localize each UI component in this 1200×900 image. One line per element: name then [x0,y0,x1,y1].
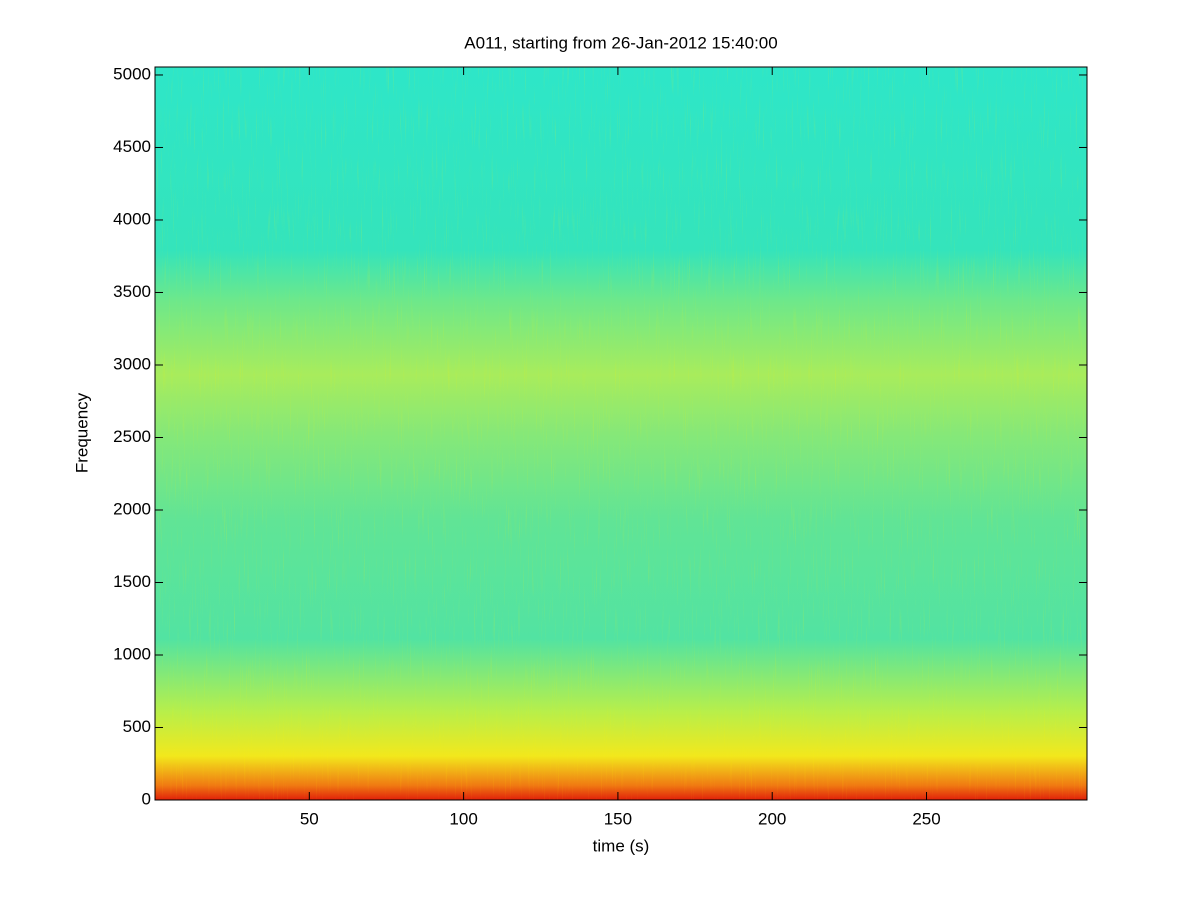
y-tick-label: 4000 [113,209,151,228]
x-axis-label: time (s) [593,836,650,855]
y-axis-label: Frequency [72,392,91,473]
y-tick-label: 1000 [113,644,151,663]
y-tick-label: 3000 [113,354,151,373]
y-tick-label: 2500 [113,427,151,446]
plot-frame [154,66,1088,801]
y-tick-label: 3500 [113,282,151,301]
y-tick-label: 2000 [113,499,151,518]
x-tick-label: 250 [912,809,940,828]
y-tick-label: 0 [142,789,151,808]
x-tick-label: 150 [604,809,632,828]
x-tick-label: 200 [758,809,786,828]
y-tick-label: 500 [123,717,151,736]
y-tick-label: 4500 [113,137,151,156]
y-tick-label: 1500 [113,572,151,591]
spectrogram-texture [155,67,1087,800]
x-tick-label: 50 [300,809,319,828]
x-tick-label: 100 [449,809,477,828]
y-tick-label: 5000 [113,64,151,83]
chart-title: A011, starting from 26-Jan-2012 15:40:00 [464,33,777,52]
